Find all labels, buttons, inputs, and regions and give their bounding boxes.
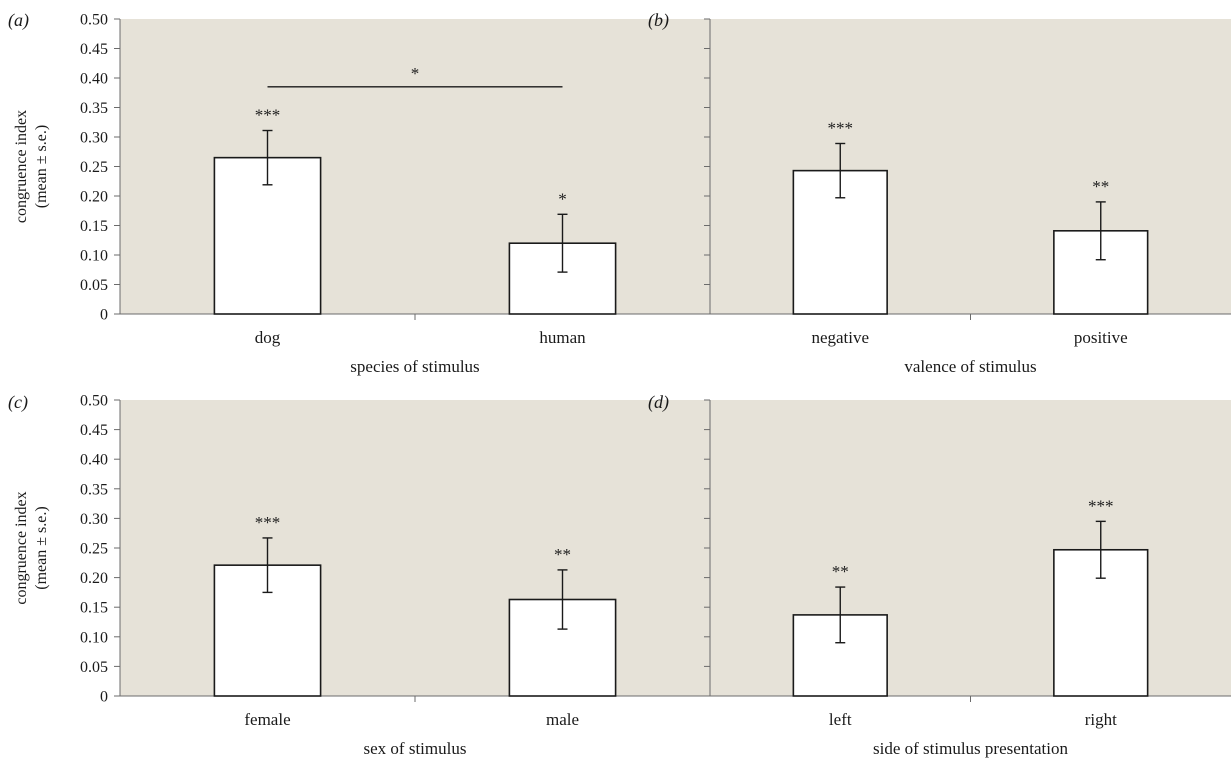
y-tick-label: 0 — [100, 307, 108, 324]
y-tick-label: 0.35 — [80, 100, 108, 117]
y-tick-label: 0.05 — [80, 659, 108, 676]
x-tick-label: left — [829, 710, 852, 729]
significance-mark: *** — [255, 513, 281, 532]
significance-mark: ** — [1092, 177, 1109, 196]
x-axis-label: sex of stimulus — [364, 739, 467, 758]
x-tick-label: positive — [1074, 328, 1128, 347]
x-tick-label: dog — [255, 328, 281, 347]
x-tick-label: female — [244, 710, 290, 729]
x-tick-label: human — [539, 328, 586, 347]
bar-positive — [1053, 230, 1149, 315]
panel-label: (b) — [648, 10, 669, 31]
y-tick-label: 0.45 — [80, 422, 108, 439]
chart-panel-b: (b) *** negative ** positive valence of stimu… — [648, 10, 1231, 376]
y-tick-label: 0.10 — [80, 248, 108, 265]
chart-panel-d: (d) ** left *** right side of stimulus presen… — [648, 392, 1231, 758]
y-tick-label: 0.50 — [80, 12, 108, 29]
significance-mark: *** — [255, 106, 281, 125]
y-axis-label: (mean ± s.e.) — [33, 125, 50, 208]
y-tick-label: 0.50 — [80, 393, 108, 410]
x-tick-label: male — [546, 710, 579, 729]
chart-panel-c: (c) 0 0.05 0.10 0.15 0.20 0.25 0.30 0.35 0.40 0.45… — [8, 392, 710, 758]
x-axis-label: species of stimulus — [350, 357, 479, 376]
y-tick-label: 0 — [100, 689, 108, 706]
significance-mark: *** — [1088, 496, 1114, 515]
panel-label: (d) — [648, 392, 669, 413]
y-tick-label: 0.10 — [80, 629, 108, 646]
y-tick-label: 0.45 — [80, 41, 108, 58]
comparison-significance: * — [411, 64, 420, 83]
y-tick-label: 0.30 — [80, 511, 108, 528]
significance-mark: * — [558, 189, 567, 208]
significance-mark: ** — [554, 545, 571, 564]
plot-background — [120, 400, 710, 696]
y-axis-label: (mean ± s.e.) — [33, 506, 50, 589]
panel-label: (c) — [8, 392, 28, 413]
y-axis-label: congruence index — [13, 491, 30, 604]
plot-background — [710, 19, 1231, 314]
y-tick-label: 0.40 — [80, 452, 108, 469]
plot-background — [710, 400, 1231, 696]
significance-mark: *** — [828, 118, 854, 137]
y-tick-label: 0.25 — [80, 159, 108, 176]
x-tick-label: negative — [811, 328, 869, 347]
y-tick-label: 0.30 — [80, 130, 108, 147]
significance-mark: ** — [832, 562, 849, 581]
y-tick-label: 0.05 — [80, 277, 108, 294]
x-tick-label: right — [1085, 710, 1117, 729]
y-tick-label: 0.20 — [80, 189, 108, 206]
y-tick-label: 0.15 — [80, 600, 108, 617]
y-tick-label: 0.40 — [80, 71, 108, 88]
panel-label: (a) — [8, 10, 29, 31]
y-tick-label: 0.35 — [80, 481, 108, 498]
y-tick-label: 0.20 — [80, 570, 108, 587]
y-axis-label: congruence index — [13, 110, 30, 223]
y-tick-label: 0.25 — [80, 541, 108, 558]
chart-panel-a: (a) 0 0.05 0.10 0.15 0.20 0.25 0.30 0.35 0.40 0.45… — [8, 10, 710, 376]
y-tick-label: 0.15 — [80, 218, 108, 235]
x-axis-label: side of stimulus presentation — [873, 739, 1069, 758]
x-axis-label: valence of stimulus — [904, 357, 1036, 376]
